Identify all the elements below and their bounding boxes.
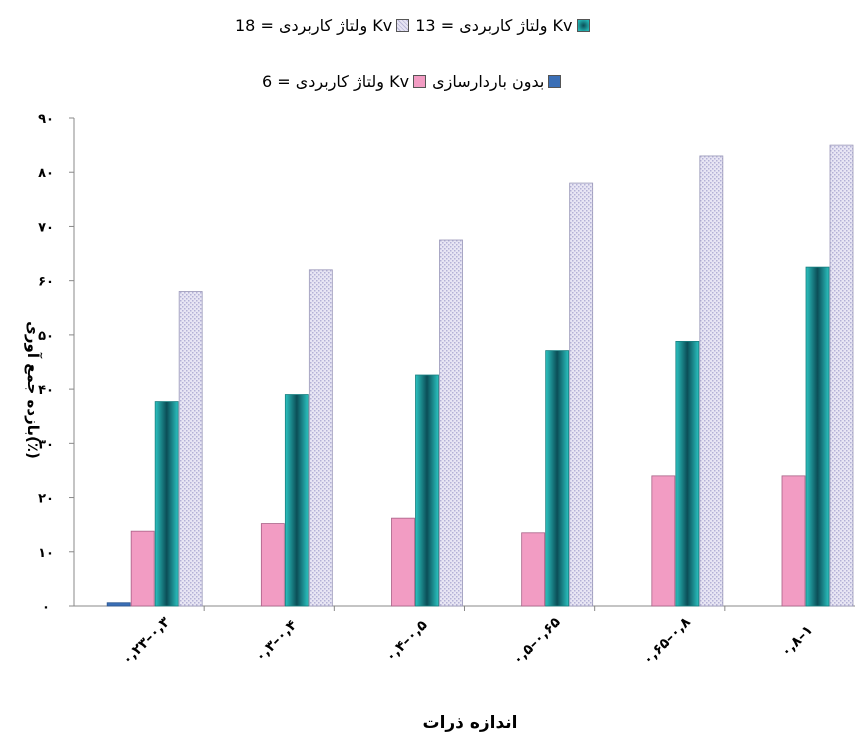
legend-label-no-charging: بدون باردارسازی [432, 72, 545, 91]
bar-18kv [829, 144, 854, 607]
bar-18kv [308, 269, 333, 607]
bar-13kv [284, 394, 309, 607]
bar-18kv [569, 182, 594, 607]
bar-13kv [415, 374, 439, 607]
bar-13kv [675, 340, 700, 607]
legend-item-18kv: ولتاژ کاربردی = 18 Kv [235, 16, 410, 35]
y-tick-label: ۴۰ [38, 383, 54, 398]
legend-item-no-charging: بدون باردارسازی [432, 72, 562, 91]
axes [69, 117, 855, 611]
x-tick-label: ۰,۲۳–۰,۳ [119, 614, 173, 668]
bar-6kv [521, 532, 546, 607]
y-tick-label: ۶۰ [38, 275, 54, 290]
legend-row-1: ولتاژ کاربردی = 18 Kv ولتاژ کاربردی = 13… [235, 16, 590, 35]
bar-no-charging [106, 602, 131, 607]
y-tick-label: ۷۰ [38, 220, 54, 235]
bar-6kv [130, 530, 155, 607]
bar-6kv [260, 523, 285, 607]
bar-6kv [781, 475, 806, 607]
legend-swatch-no-charging [548, 75, 562, 88]
bar-13kv [805, 266, 830, 607]
y-tick-label: ۱۰ [38, 546, 54, 561]
legend-item-13kv: ولتاژ کاربردی = 13 Kv [415, 16, 590, 35]
legend-label-18kv: ولتاژ کاربردی = 18 Kv [235, 16, 393, 35]
legend-swatch-6kv [413, 75, 427, 88]
legend-row-2: ولتاژ کاربردی = 6 Kv بدون باردارسازی [262, 72, 562, 91]
y-tick-label: ۲۰ [38, 492, 54, 507]
bar-6kv [651, 475, 676, 607]
y-tick-label: ۸۰ [38, 166, 54, 181]
bar-18kv [178, 291, 203, 607]
x-axis-title: اندازه ذرات [422, 713, 517, 733]
bar-13kv [154, 401, 179, 607]
y-tick-label: ۰ [42, 600, 50, 615]
legend-swatch-18kv [396, 19, 410, 32]
bars [106, 144, 854, 607]
x-tick-label: ۰,۶۵–۰,۸ [640, 614, 694, 668]
x-tick-label: ۰,۳–۰,۴ [252, 617, 300, 665]
legend-label-6kv: ولتاژ کاربردی = 6 Kv [262, 72, 410, 91]
bar-18kv [699, 155, 724, 607]
bar-6kv [391, 517, 415, 607]
bar-13kv [545, 350, 570, 607]
x-tick-label: ۰,۴–۰,۵ [383, 617, 431, 665]
y-axis-title: بازده جمع آوری(٪) [24, 321, 42, 459]
bar-18kv [439, 239, 463, 607]
x-tick-label: ۰,۵–۰,۶۵ [510, 614, 564, 668]
y-tick-label: ۹۰ [38, 112, 54, 127]
y-tick-label: ۳۰ [38, 437, 54, 452]
x-tick-label: ۰,۸–۱ [778, 622, 816, 660]
y-tick-label: ۵۰ [38, 329, 54, 344]
legend-item-6kv: ولتاژ کاربردی = 6 Kv [262, 72, 427, 91]
legend-swatch-13kv [576, 19, 590, 32]
legend-label-13kv: ولتاژ کاربردی = 13 Kv [415, 16, 573, 35]
